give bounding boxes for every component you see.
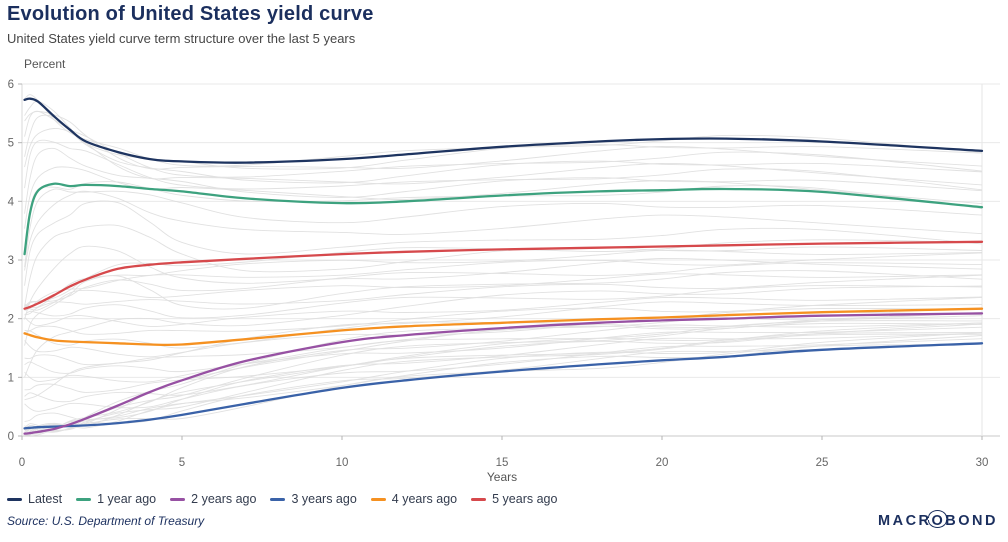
background-curve: [24, 128, 983, 186]
background-curve: [24, 326, 983, 383]
y-tick-label: 4: [8, 196, 15, 208]
series-line-5-years-ago: [23, 240, 984, 310]
background-curve: [24, 166, 983, 229]
background-curve: [24, 262, 983, 308]
y-tick-label: 2: [8, 314, 14, 326]
background-curve: [24, 322, 983, 432]
legend-label: 4 years ago: [391, 492, 458, 506]
background-curve: [24, 181, 983, 254]
background-curve: [24, 320, 983, 374]
legend-swatch: [76, 497, 92, 501]
legend-swatch: [270, 497, 286, 501]
background-curve: [24, 110, 983, 178]
background-curve: [24, 147, 983, 214]
legend-swatch: [170, 497, 186, 501]
background-curve: [24, 273, 983, 311]
background-curve: [24, 301, 983, 401]
x-tick-label: 20: [656, 457, 669, 469]
legend-label: 2 years ago: [191, 492, 257, 506]
series-line-3-years-ago: [23, 342, 984, 430]
x-tick-label: 5: [179, 457, 185, 469]
y-tick-label: 1: [8, 372, 14, 384]
page-subtitle: United States yield curve term structure…: [7, 31, 356, 46]
legend-item-3-years-ago: 3 years ago: [270, 492, 357, 506]
background-curve: [24, 270, 983, 346]
background-curve: [24, 311, 983, 434]
background-curves: [24, 94, 983, 436]
series-lines: [23, 97, 984, 435]
legend-label: 3 years ago: [291, 492, 357, 506]
background-curve: [24, 188, 983, 268]
logo-orbit-o: O: [927, 510, 948, 529]
background-curve: [24, 322, 983, 436]
background-curve: [24, 338, 983, 412]
background-curve: [24, 274, 983, 316]
background-curve: [24, 333, 983, 432]
x-tick-label: 0: [19, 457, 25, 469]
series-line-2-years-ago: [23, 312, 984, 435]
background-curve: [24, 200, 983, 286]
legend-item-5-years-ago: 5 years ago: [471, 492, 557, 506]
background-curve: [24, 285, 983, 378]
axes: 0 5 10 15 20 25 30 0 1 2 3 4 5 6: [8, 79, 989, 469]
x-tick-label: 25: [816, 457, 829, 469]
background-curve: [24, 245, 983, 320]
background-curve: [24, 224, 983, 307]
x-tick-label: 15: [496, 457, 509, 469]
y-tick-label: 3: [8, 255, 14, 267]
series-line-4-years-ago: [23, 307, 984, 347]
logo-text-prefix: MACR: [878, 513, 932, 529]
legend-item-latest: Latest: [7, 492, 62, 506]
y-axis-label: Percent: [24, 57, 66, 71]
legend: Latest 1 year ago 2 years ago 3 years ago 4 …: [7, 492, 557, 506]
y-tick-label: 5: [8, 138, 14, 150]
legend-swatch: [7, 497, 22, 501]
page-title: Evolution of United States yield curve: [7, 3, 374, 25]
y-tick-label: 0: [8, 431, 14, 443]
background-curve: [24, 285, 983, 319]
legend-item-2-years-ago: 2 years ago: [170, 492, 256, 506]
background-curve: [24, 332, 983, 434]
background-curve: [24, 252, 983, 311]
legend-swatch: [471, 497, 487, 501]
series-line-1-year-ago: [23, 182, 984, 256]
macrobond-logo: MACROBOND: [878, 510, 998, 529]
legend-label: 1 year ago: [97, 492, 157, 506]
legend-swatch: [370, 497, 386, 501]
background-curve: [24, 94, 983, 167]
series-line-latest: [23, 97, 984, 164]
x-axis-label: Years: [486, 470, 518, 484]
source-attribution: Source: U.S. Department of Treasury: [7, 514, 205, 528]
background-curve: [24, 296, 983, 327]
y-gridlines: [21, 83, 1000, 437]
background-curve: [24, 190, 983, 271]
legend-label: 5 years ago: [492, 492, 558, 506]
background-curve: [24, 332, 983, 403]
background-curve: [24, 100, 983, 170]
background-curve: [24, 139, 983, 191]
logo-text-suffix: BOND: [945, 513, 998, 529]
legend-item-1-year-ago: 1 year ago: [76, 492, 156, 506]
x-tick-label: 30: [976, 457, 989, 469]
x-tick-label: 10: [336, 457, 349, 469]
background-curve: [24, 296, 983, 335]
background-curve: [24, 312, 983, 436]
legend-label: Latest: [28, 492, 63, 506]
y-tick-label: 6: [8, 79, 14, 91]
legend-item-4-years-ago: 4 years ago: [370, 492, 458, 506]
